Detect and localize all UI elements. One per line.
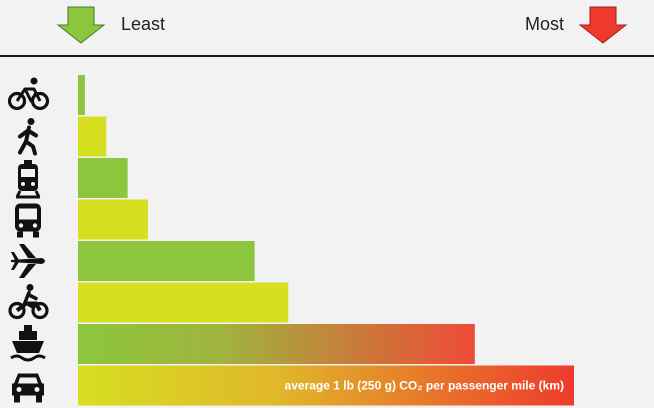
bicycle-icon [7,77,50,111]
bar-airplane [78,241,255,281]
bar-annotation: average 1 lb (250 g) CO₂ per passenger m… [285,379,564,393]
bar-bicycle [78,75,85,115]
bar-ship [78,324,475,364]
walking-icon [18,118,38,156]
bar-bus [78,199,148,240]
motorcycle-icon [8,284,49,320]
header-divider [0,55,654,57]
bar-train [78,158,128,198]
bus-icon [15,203,41,238]
arrow-down-green-icon [56,6,106,44]
bar-car [78,365,574,406]
airplane-icon [11,244,45,278]
ship-icon [10,325,46,362]
most-label: Most [525,14,565,34]
least-label: Least [121,14,166,34]
chart-header: Least Most [0,0,654,56]
arrow-down-red-icon [578,6,628,44]
car-icon [12,373,44,403]
train-icon [15,160,41,199]
bar-motorcycle [78,282,289,323]
bar-walking [78,116,107,157]
